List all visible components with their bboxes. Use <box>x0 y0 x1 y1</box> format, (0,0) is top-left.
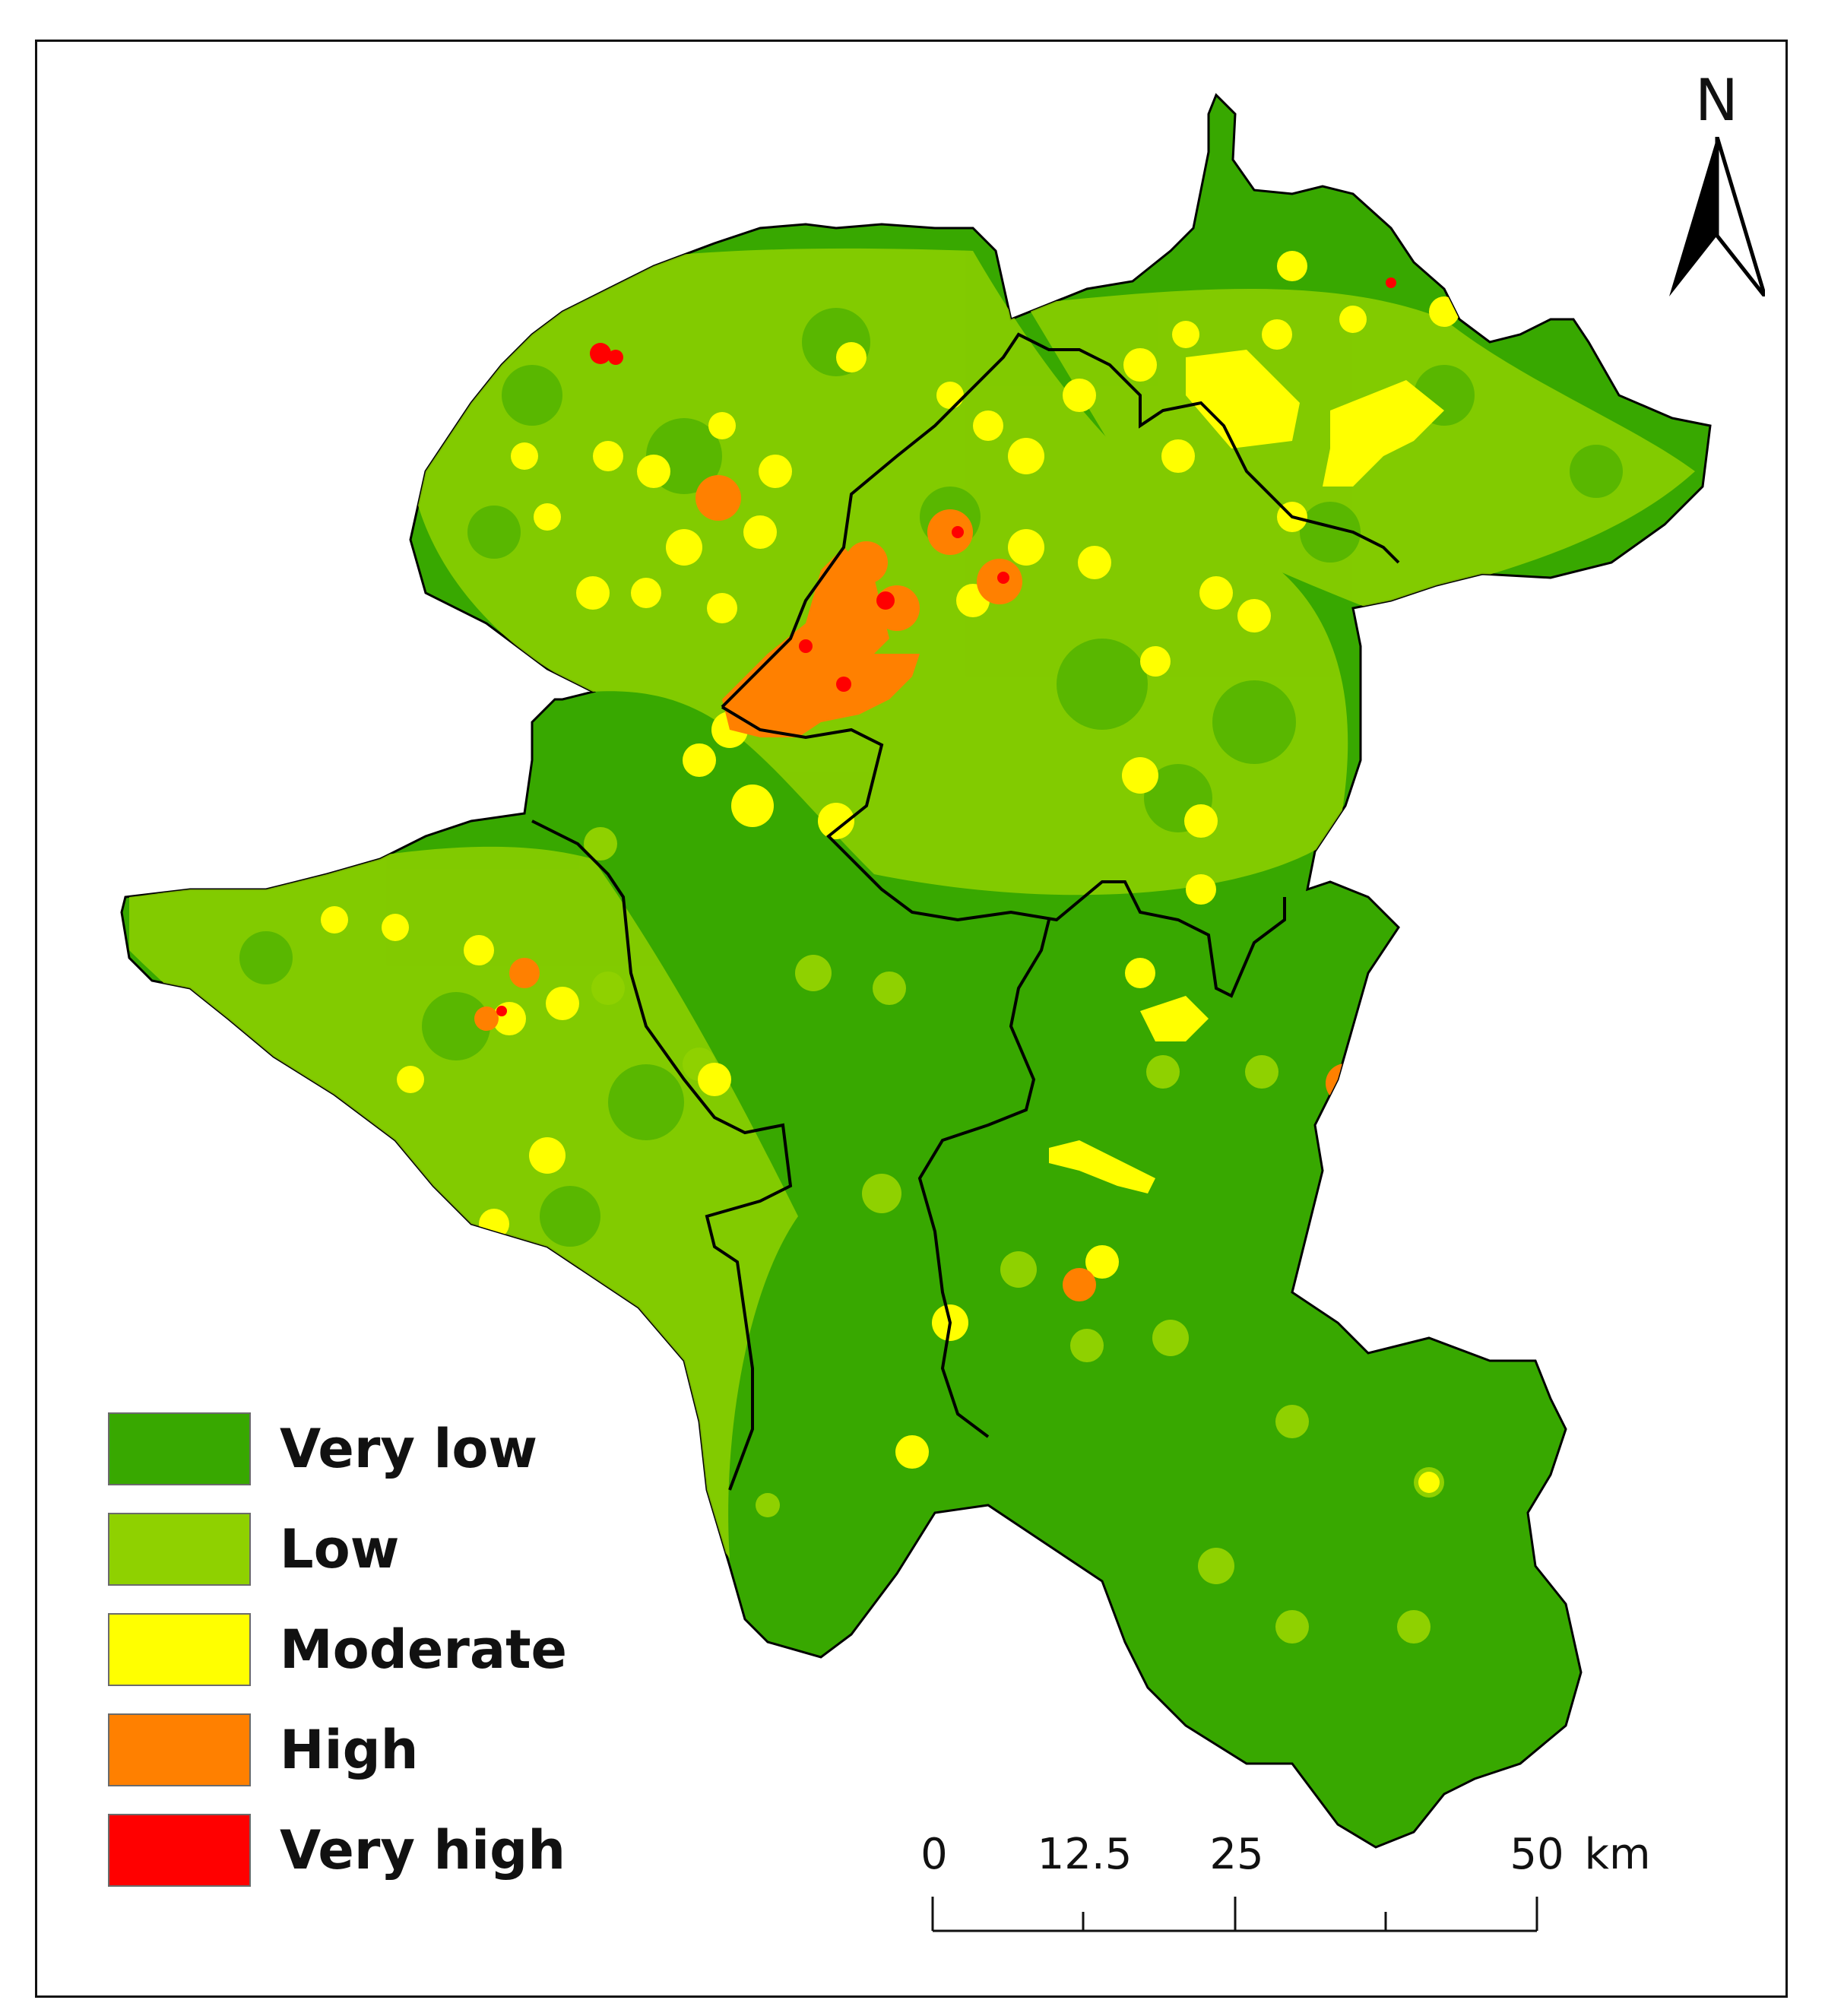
scale-tick-label: 25 <box>1209 1830 1264 1879</box>
legend-label: Very high <box>280 1819 566 1881</box>
legend-swatch <box>108 1613 251 1686</box>
north-arrow-icon <box>1669 137 1765 296</box>
legend-label: High <box>280 1719 419 1781</box>
scale-bar <box>931 1897 1538 1932</box>
scale-tick-label: 50 <box>1510 1830 1564 1879</box>
legend-swatch <box>108 1513 251 1586</box>
legend-item-low: Low <box>108 1513 640 1586</box>
legend-item-very-high: Very high <box>108 1814 640 1887</box>
legend-item-very-low: Very low <box>108 1412 640 1485</box>
legend-label: Moderate <box>280 1618 568 1681</box>
district-boundaries <box>531 332 1400 1491</box>
legend-swatch <box>108 1713 251 1786</box>
legend-item-high: High <box>108 1713 640 1786</box>
north-label: N <box>1695 66 1738 134</box>
legend-label: Very low <box>280 1418 538 1480</box>
legend-swatch <box>108 1412 251 1485</box>
legend-item-moderate: Moderate <box>108 1613 640 1686</box>
scale-tick-label: 12.5 <box>1037 1830 1133 1879</box>
legend-label: Low <box>280 1518 400 1580</box>
scale-unit-label: km <box>1584 1830 1651 1879</box>
legend-swatch <box>108 1814 251 1887</box>
scale-tick-label: 0 <box>920 1830 948 1879</box>
